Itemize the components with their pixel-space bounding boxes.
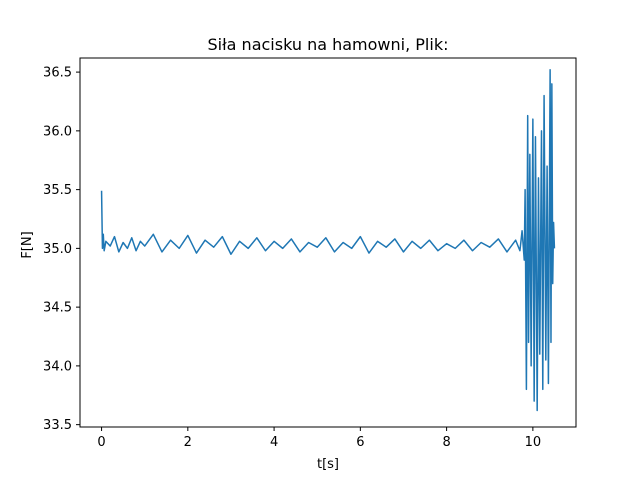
series-line bbox=[100, 69, 556, 412]
x-tick-label: 4 bbox=[270, 435, 278, 450]
y-tick-label: 34.5 bbox=[43, 301, 72, 316]
y-tick-label: 34.0 bbox=[43, 359, 72, 374]
axes-frame bbox=[79, 57, 577, 428]
chart-title: Siła nacisku na hamowni, Plik: bbox=[208, 35, 449, 54]
x-tick-label: 2 bbox=[184, 435, 192, 450]
y-tick-label: 36.0 bbox=[43, 124, 72, 139]
x-tick-label: 8 bbox=[442, 435, 450, 450]
x-tick-label: 0 bbox=[97, 435, 105, 450]
y-tick-label: 36.5 bbox=[43, 66, 72, 81]
plot-area bbox=[79, 57, 577, 428]
y-tick-label: 35.0 bbox=[43, 242, 72, 257]
x-axis-ticks: 0 2 4 6 8 10 bbox=[97, 427, 541, 450]
x-tick-label: 10 bbox=[525, 435, 542, 450]
y-tick-label: 35.5 bbox=[43, 183, 72, 198]
y-axis-label: F[N] bbox=[20, 231, 35, 258]
y-axis-ticks: 33.5 34.0 34.5 35.0 35.5 36.0 36.5 bbox=[43, 66, 80, 433]
x-tick-label: 6 bbox=[356, 435, 364, 450]
y-tick-label: 33.5 bbox=[43, 418, 72, 433]
x-axis-label: t[s] bbox=[317, 457, 339, 472]
